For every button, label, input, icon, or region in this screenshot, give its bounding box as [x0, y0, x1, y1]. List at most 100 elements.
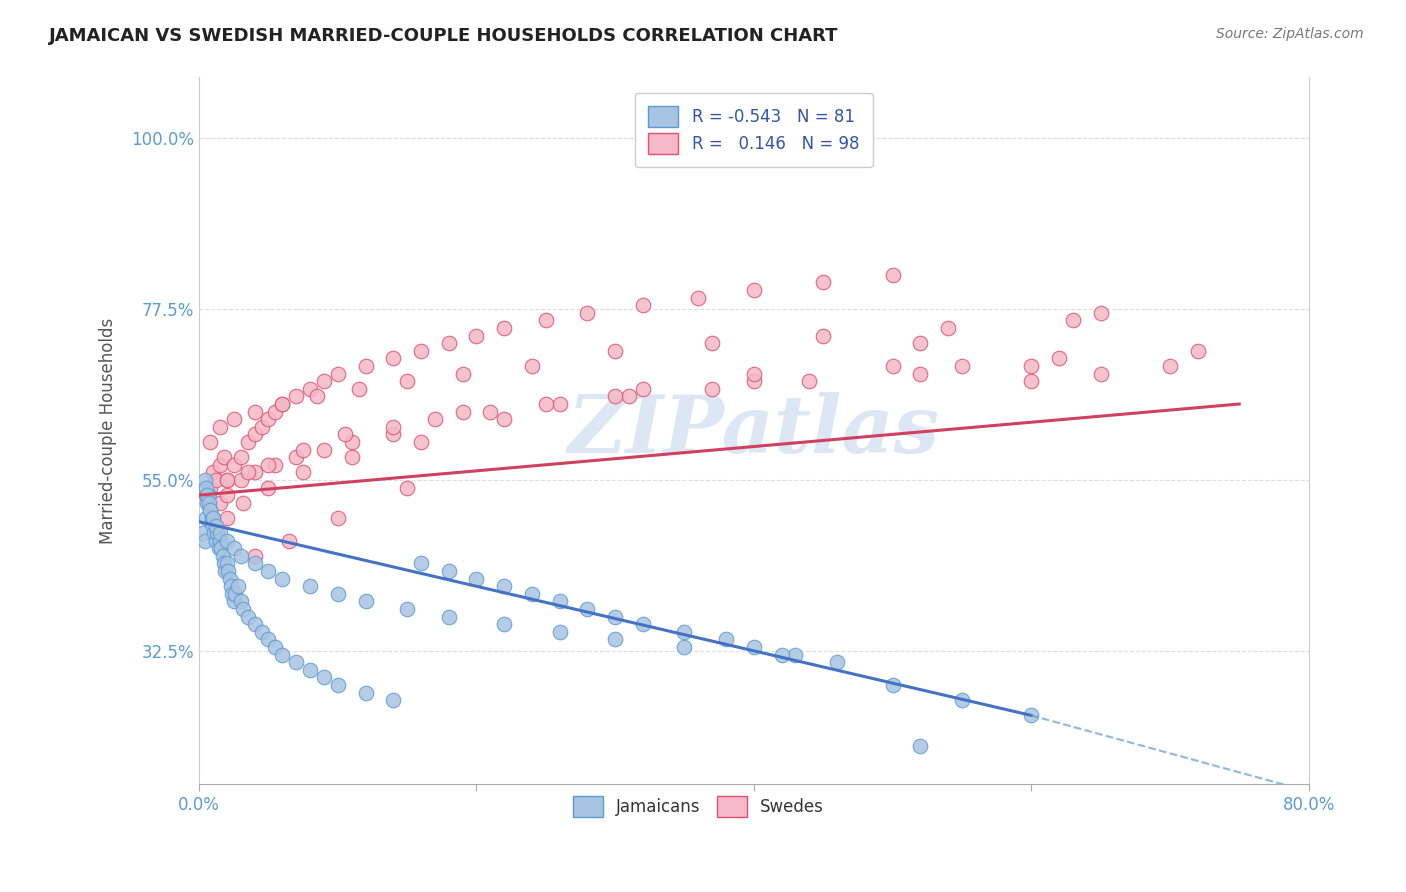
Point: [1019, 359, 1042, 373]
Point: [936, 321, 959, 335]
Point: [396, 374, 419, 388]
Point: [465, 328, 488, 343]
Text: JAMAICAN VS SWEDISH MARRIED-COUPLE HOUSEHOLDS CORRELATION CHART: JAMAICAN VS SWEDISH MARRIED-COUPLE HOUSE…: [49, 27, 839, 45]
Point: [326, 511, 349, 525]
Y-axis label: Married-couple Households: Married-couple Households: [100, 318, 117, 544]
Point: [882, 678, 904, 692]
Point: [195, 488, 218, 502]
Point: [219, 579, 242, 593]
Point: [211, 549, 233, 563]
Point: [340, 434, 363, 449]
Point: [631, 382, 654, 396]
Point: [285, 389, 308, 403]
Point: [222, 458, 245, 472]
Point: [257, 632, 280, 647]
Point: [605, 609, 627, 624]
Point: [215, 557, 238, 571]
Point: [548, 397, 571, 411]
Point: [236, 434, 259, 449]
Point: [494, 617, 516, 632]
Point: [631, 617, 654, 632]
Point: [285, 655, 308, 669]
Point: [236, 609, 259, 624]
Text: Source: ZipAtlas.com: Source: ZipAtlas.com: [1216, 27, 1364, 41]
Point: [576, 602, 599, 616]
Point: [382, 427, 405, 442]
Point: [494, 321, 516, 335]
Point: [222, 541, 245, 556]
Point: [195, 481, 218, 495]
Point: [194, 533, 217, 548]
Point: [950, 359, 973, 373]
Point: [278, 533, 301, 548]
Point: [1159, 359, 1181, 373]
Point: [605, 632, 627, 647]
Point: [243, 557, 266, 571]
Point: [631, 298, 654, 312]
Point: [312, 442, 335, 457]
Point: [205, 526, 228, 541]
Point: [423, 412, 446, 426]
Point: [215, 511, 238, 525]
Point: [396, 481, 419, 495]
Point: [229, 549, 252, 563]
Point: [232, 602, 254, 616]
Point: [910, 367, 932, 381]
Point: [451, 367, 474, 381]
Point: [702, 336, 724, 351]
Point: [742, 367, 765, 381]
Point: [548, 624, 571, 639]
Point: [232, 496, 254, 510]
Point: [882, 359, 904, 373]
Legend: Jamaicans, Swedes: Jamaicans, Swedes: [564, 788, 832, 825]
Point: [617, 389, 640, 403]
Point: [243, 427, 266, 442]
Point: [271, 648, 294, 662]
Point: [201, 511, 224, 525]
Point: [576, 306, 599, 320]
Point: [409, 557, 432, 571]
Point: [208, 533, 231, 548]
Point: [236, 466, 259, 480]
Point: [208, 496, 231, 510]
Point: [271, 572, 294, 586]
Point: [305, 389, 328, 403]
Point: [257, 564, 280, 578]
Point: [212, 557, 235, 571]
Point: [195, 511, 218, 525]
Point: [605, 389, 627, 403]
Point: [742, 640, 765, 654]
Point: [811, 276, 834, 290]
Point: [1019, 708, 1042, 723]
Point: [221, 587, 243, 601]
Point: [520, 587, 543, 601]
Point: [204, 526, 226, 541]
Point: [229, 594, 252, 608]
Point: [382, 351, 405, 366]
Point: [534, 397, 557, 411]
Point: [494, 412, 516, 426]
Point: [243, 466, 266, 480]
Point: [673, 624, 696, 639]
Point: [197, 488, 219, 502]
Point: [1019, 374, 1042, 388]
Point: [333, 427, 356, 442]
Point: [208, 458, 231, 472]
Point: [257, 458, 280, 472]
Point: [212, 450, 235, 465]
Point: [673, 640, 696, 654]
Point: [264, 404, 287, 418]
Point: [204, 518, 226, 533]
Point: [688, 291, 710, 305]
Point: [742, 283, 765, 297]
Text: ZIPatlas: ZIPatlas: [568, 392, 939, 469]
Point: [605, 343, 627, 358]
Point: [382, 693, 405, 707]
Point: [218, 572, 240, 586]
Point: [299, 382, 322, 396]
Point: [215, 488, 238, 502]
Point: [200, 434, 222, 449]
Point: [451, 404, 474, 418]
Point: [702, 382, 724, 396]
Point: [198, 496, 221, 510]
